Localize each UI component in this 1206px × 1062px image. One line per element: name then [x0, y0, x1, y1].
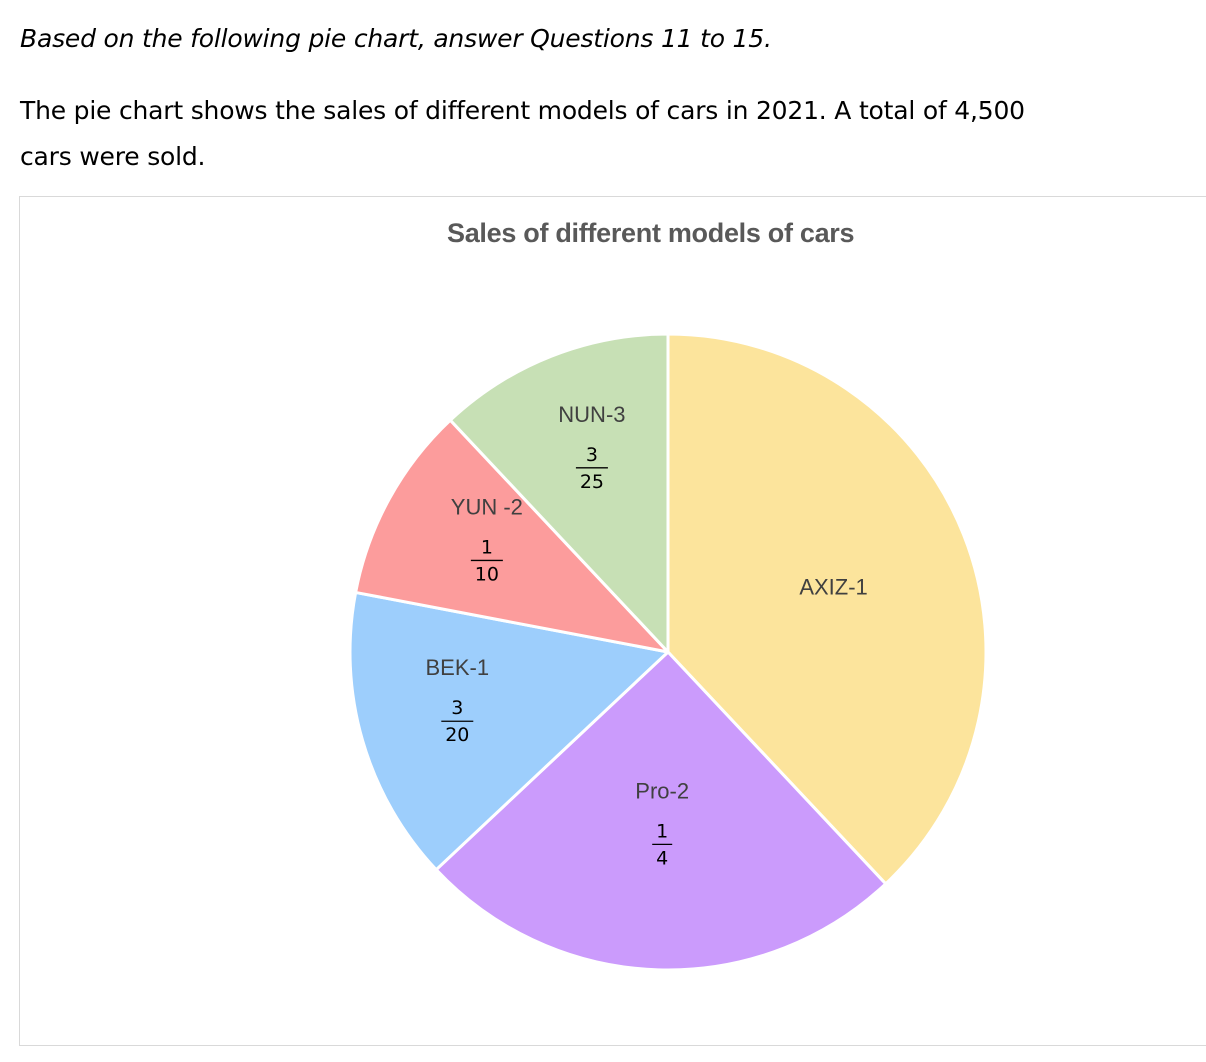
instruction-text: Based on the following pie chart, answer… — [20, 24, 772, 53]
pie-slice-axiz-1 — [666, 332, 988, 886]
pie-slice-bek-1 — [348, 590, 670, 872]
slice-label-pro-2: Pro-2 — [635, 778, 689, 803]
pie-slice-pro-2 — [434, 650, 888, 972]
slice-label-nun-3: NUN-3 — [558, 402, 625, 427]
fraction-denominator-bek-1: 20 — [445, 724, 469, 746]
fraction-denominator-yun-2: 10 — [475, 563, 499, 585]
fraction-denominator-pro-2: 4 — [656, 847, 668, 869]
fraction-numerator-bek-1: 3 — [451, 697, 463, 719]
fraction-numerator-nun-3: 3 — [586, 444, 598, 466]
pie-slice-nun-3 — [448, 332, 670, 654]
intro-line-1: The pie chart shows the sales of differe… — [20, 96, 1025, 125]
chart-title: Sales of different models of cars — [447, 218, 855, 248]
slice-label-bek-1: BEK-1 — [425, 655, 489, 680]
pie-slice-yun-2 — [354, 418, 670, 654]
slice-label-axiz-1: AXIZ-1 — [799, 574, 867, 599]
intro-paragraph: The pie chart shows the sales of differe… — [20, 88, 1180, 180]
slice-label-yun-2: YUN -2 — [451, 494, 523, 519]
fraction-denominator-nun-3: 25 — [580, 471, 604, 493]
chart-frame — [19, 196, 1206, 1046]
intro-line-2: cars were sold. — [20, 142, 206, 171]
fraction-numerator-pro-2: 1 — [656, 820, 668, 842]
fraction-numerator-yun-2: 1 — [481, 536, 493, 558]
